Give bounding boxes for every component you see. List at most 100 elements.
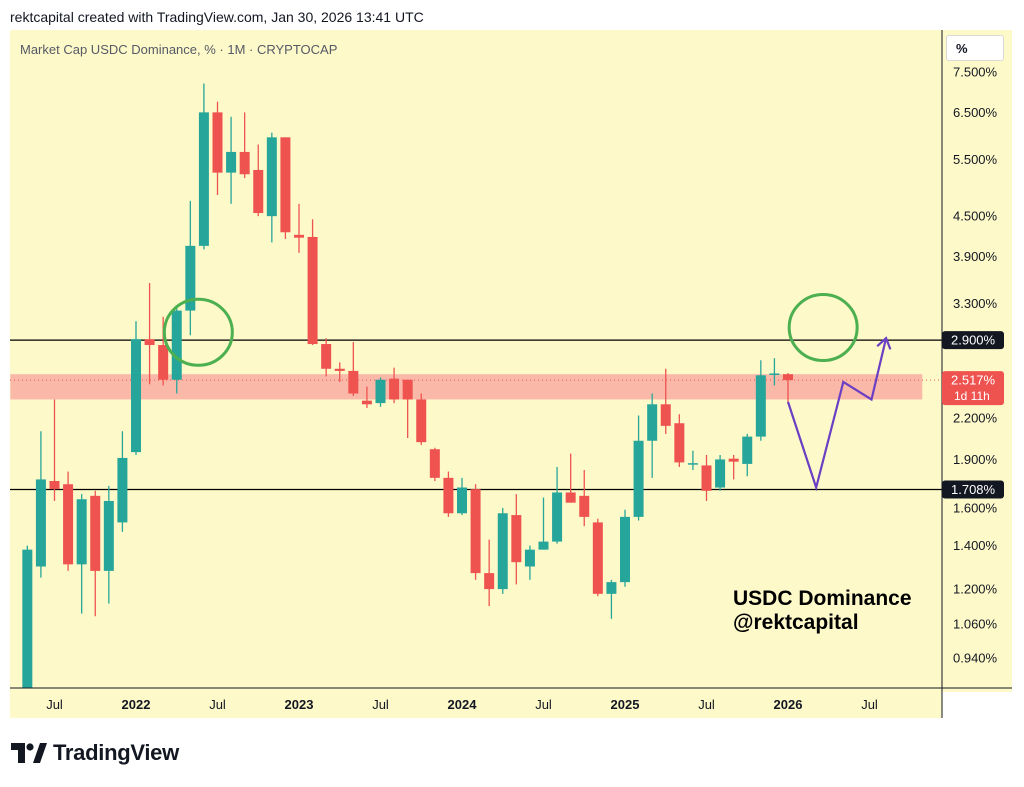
candle-body [49,481,60,490]
symbol-title: Market Cap USDC Dominance, % · 1M · CRYP… [20,42,338,57]
candle[interactable] [158,316,169,386]
candle[interactable] [538,497,549,550]
candle[interactable] [361,386,372,408]
candle[interactable] [769,358,780,386]
candle[interactable] [715,455,726,491]
candle[interactable] [660,368,671,434]
candle-body [198,112,209,246]
candle-body [633,440,644,517]
candle[interactable] [443,471,454,517]
candle-body [715,459,726,488]
candle-body [266,137,277,217]
candle-body [35,479,46,567]
chart-watermark: USDC Dominance @rektcapital [733,587,912,635]
candle[interactable] [198,83,209,250]
candle-body [90,495,101,571]
bar-countdown-label: 1d 11h [954,389,990,403]
candle[interactable] [742,433,753,477]
watermark-handle: @rektcapital [733,611,859,634]
candle[interactable] [253,144,264,217]
candle-body [783,374,793,381]
candle[interactable] [687,450,698,471]
candle-body [674,423,685,463]
candle[interactable] [470,484,481,580]
percent-toggle[interactable]: % [946,35,1004,61]
candle[interactable] [212,101,223,196]
candle[interactable] [674,414,685,467]
candle[interactable] [429,447,440,482]
candle-body [606,582,617,594]
candle[interactable] [755,360,766,441]
candle[interactable] [76,494,87,614]
candle[interactable] [144,283,155,385]
candle-body [158,345,169,380]
candle[interactable] [239,112,250,179]
candle[interactable] [457,477,467,516]
candle[interactable] [606,579,617,619]
candle[interactable] [579,470,590,527]
candle-body [144,339,155,346]
candle[interactable] [402,379,413,438]
candle[interactable] [416,393,427,445]
candle[interactable] [497,507,508,594]
candle[interactable] [620,509,630,587]
candle[interactable] [185,200,196,336]
candle[interactable] [131,321,141,456]
candle[interactable] [63,471,74,571]
projection-path[interactable] [786,337,888,492]
candle[interactable] [103,485,114,604]
candle[interactable] [90,490,101,617]
candle[interactable] [524,545,535,580]
candle[interactable] [511,494,522,585]
candle-body [117,457,128,523]
candle[interactable] [565,453,576,503]
time-tick-label: Jul [698,697,715,712]
candle[interactable] [35,431,46,578]
candle[interactable] [633,415,644,521]
candle[interactable] [484,539,495,607]
price-tick-label: 1.900% [953,452,998,467]
level-badge[interactable] [942,331,1004,350]
candle[interactable] [280,137,291,239]
candle[interactable] [783,373,793,402]
tradingview-logo-icon[interactable] [11,743,47,763]
time-tick-label: Jul [861,697,878,712]
candle[interactable] [294,203,304,253]
candle[interactable] [22,545,33,688]
candle[interactable] [307,219,318,346]
candle[interactable] [701,455,712,501]
candle-body [524,549,535,567]
highlight-circle-0[interactable] [162,297,234,367]
candle[interactable] [321,338,332,377]
candle-body [76,499,87,565]
candle-body [647,404,658,441]
candle[interactable] [334,362,345,382]
last-price-badge[interactable] [942,371,1004,406]
candle-body [416,399,427,443]
candle[interactable] [117,431,128,532]
candle[interactable] [49,399,60,501]
candle[interactable] [375,377,386,407]
highlight-circle-1[interactable] [787,293,859,363]
candle-body [497,513,508,590]
candle-body [361,400,372,405]
candle[interactable] [647,393,658,478]
candle-body [402,379,413,400]
candle[interactable] [266,132,277,243]
candle-body [511,515,522,563]
candle[interactable] [389,367,400,404]
level-badge[interactable] [942,480,1004,499]
candle-body [226,151,237,173]
tradingview-brand[interactable]: TradingView [53,740,179,765]
candle[interactable] [728,455,739,480]
price-tick-label: 3.900% [953,249,998,264]
time-tick-label: Jul [46,697,63,712]
candle[interactable] [171,307,182,394]
candle[interactable] [348,342,359,396]
candle[interactable] [552,466,563,544]
time-tick-label: 2026 [774,697,803,712]
candle-body [375,379,386,404]
candle[interactable] [592,518,603,597]
candle[interactable] [226,116,237,204]
